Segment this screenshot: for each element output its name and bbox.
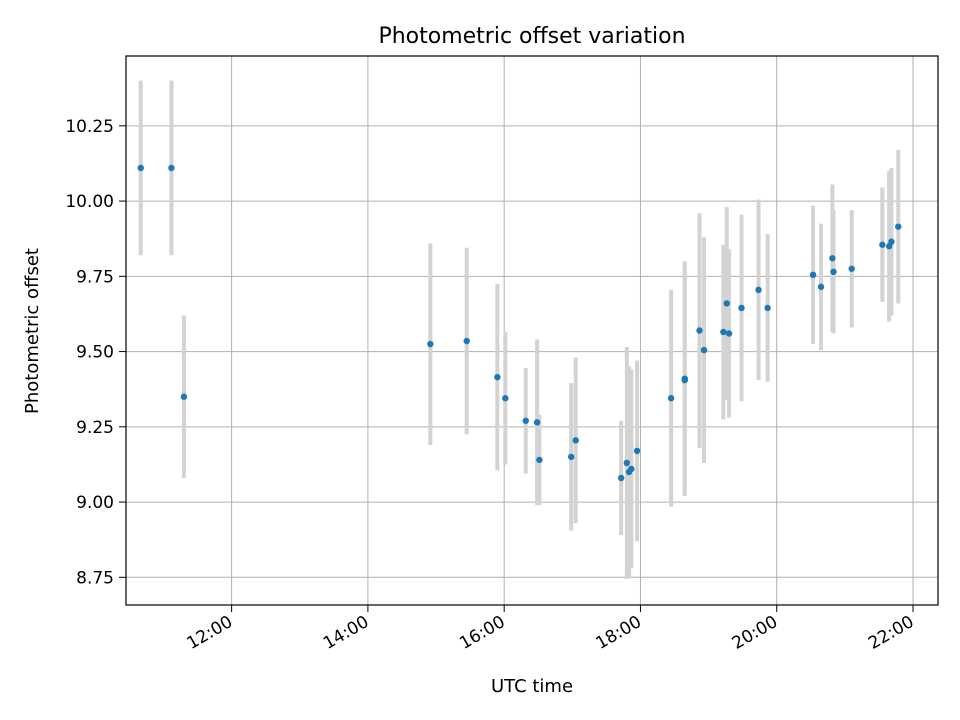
data-points <box>137 164 902 482</box>
y-tick-label: 9.50 <box>76 343 114 363</box>
data-point <box>879 241 886 248</box>
data-point <box>180 393 188 400</box>
data-point <box>764 304 771 312</box>
grid <box>126 56 938 605</box>
data-point <box>567 453 575 461</box>
data-point <box>755 286 762 294</box>
data-point <box>817 283 825 291</box>
data-point <box>536 456 543 464</box>
data-point <box>829 255 836 262</box>
y-axis-label: Photometric offset <box>22 248 43 414</box>
data-point <box>700 346 708 354</box>
x-axis-label: UTC time <box>491 676 573 697</box>
data-point <box>681 375 688 382</box>
data-point <box>494 373 501 381</box>
chart-title: Photometric offset variation <box>378 24 685 49</box>
data-point <box>738 304 745 312</box>
y-axis: 8.75 9.00 9.25 9.50 9.75 10.00 10.25 <box>65 117 126 588</box>
plot-frame <box>125 55 939 606</box>
data-point <box>623 459 631 467</box>
data-point <box>696 327 703 334</box>
data-point <box>427 340 434 348</box>
data-point <box>572 437 579 444</box>
y-tick-label: 9.25 <box>76 418 114 438</box>
data-point <box>888 238 895 245</box>
data-point <box>848 265 855 272</box>
data-point <box>725 330 733 337</box>
y-tick-label: 8.75 <box>76 568 114 588</box>
data-point <box>533 419 541 426</box>
data-point <box>809 271 817 279</box>
y-tick-label: 10.25 <box>65 117 114 137</box>
y-tick-label: 9.75 <box>76 267 114 287</box>
data-point <box>723 300 730 307</box>
data-point <box>830 268 837 276</box>
data-point <box>633 447 641 455</box>
data-point <box>522 417 529 424</box>
data-point <box>895 223 902 230</box>
data-point <box>168 164 175 172</box>
data-point <box>617 474 625 482</box>
data-point <box>720 328 727 336</box>
data-point <box>463 337 470 345</box>
data-point <box>502 395 509 402</box>
data-point <box>628 465 635 473</box>
y-tick-label: 9.00 <box>76 493 114 513</box>
data-point <box>137 164 144 172</box>
y-tick-label: 10.00 <box>65 192 114 212</box>
data-point <box>667 395 675 402</box>
